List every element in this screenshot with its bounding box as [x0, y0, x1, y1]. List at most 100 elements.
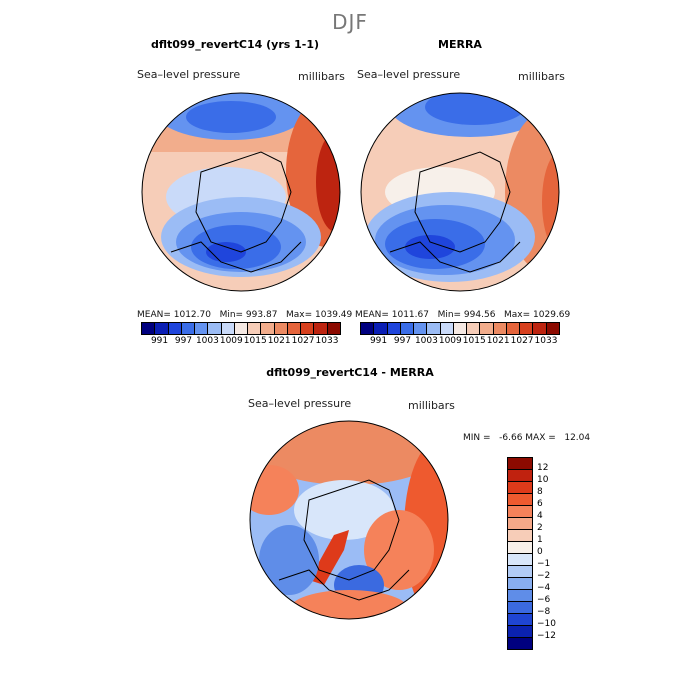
main-title: DJF	[332, 10, 368, 34]
colorbar-tick-label: 997	[174, 336, 193, 346]
colorbar-tick-label: 1021	[486, 336, 510, 346]
colorbar-swatch	[387, 323, 401, 334]
colorbar-tick-label: 4	[537, 511, 543, 521]
diff-units-label: millibars	[408, 399, 455, 412]
colorbar-swatch	[467, 323, 481, 334]
colorbar-swatch	[274, 323, 288, 334]
colorbar-swatch	[508, 602, 532, 614]
colorbar-swatch	[480, 323, 494, 334]
colorbar-tick-label: 1027	[510, 336, 534, 346]
colorbar-swatch	[508, 506, 532, 518]
colorbar-swatch	[440, 323, 454, 334]
colorbar-swatch	[508, 554, 532, 566]
colorbar-tick-label: −10	[537, 619, 556, 629]
colorbar-swatch	[508, 626, 532, 638]
colorbar-tick-label: 10	[537, 475, 549, 485]
colorbar-swatch	[508, 458, 532, 470]
colorbar-tick-label: 6	[537, 499, 543, 509]
panel1-title: dflt099_revertC14 (yrs 1-1)	[150, 38, 320, 51]
panel2-colorbar-ticks: 991 997 1003 1009 1015 1021 1027 1033	[360, 336, 558, 346]
colorbar-tick-label: 1015	[462, 336, 486, 346]
diff-field-label: Sea–level pressure	[248, 397, 352, 410]
colorbar-swatch	[533, 323, 547, 334]
diff-colorbar-ticks: 12 10 8 6 4 2 1 0 −1 −2 −4 −6 −8 −10 −12	[537, 462, 556, 642]
colorbar-tick-label: −8	[537, 607, 551, 617]
colorbar-swatch	[508, 530, 532, 542]
colorbar-tick-label: 12	[537, 463, 549, 473]
diff-title: dflt099_revertC14 - MERRA	[266, 366, 434, 379]
panel1-colorbar-ticks: 991 997 1003 1009 1015 1021 1027 1033	[141, 336, 339, 346]
diff-colorbar	[507, 457, 533, 650]
colorbar-swatch	[508, 614, 532, 626]
colorbar-tick-label: −12	[537, 631, 556, 641]
panel2-min: Min= 994.56	[437, 310, 496, 320]
panel2-field-label: Sea–level pressure	[357, 68, 461, 81]
colorbar-swatch	[248, 323, 262, 334]
colorbar-tick-label: 1009	[219, 336, 243, 346]
colorbar-tick-label: −6	[537, 595, 551, 605]
colorbar-tick-label: 1027	[291, 336, 315, 346]
colorbar-swatch	[221, 323, 235, 334]
colorbar-tick-label: 1033	[315, 336, 339, 346]
colorbar-swatch	[314, 323, 328, 334]
colorbar-tick-label: 1003	[414, 336, 438, 346]
colorbar-swatch	[361, 323, 375, 334]
colorbar-tick-label: 2	[537, 523, 543, 533]
colorbar-swatch	[261, 323, 275, 334]
colorbar-tick-label: 997	[393, 336, 412, 346]
colorbar-swatch	[287, 323, 302, 334]
colorbar-tick-label: 1009	[438, 336, 462, 346]
colorbar-swatch	[181, 323, 196, 334]
panel2-title: MERRA	[438, 38, 482, 51]
colorbar-swatch	[374, 323, 388, 334]
diff-stats: MIN = -6.66 MAX = 12.04	[463, 433, 591, 443]
colorbar-tick-label: 1015	[243, 336, 267, 346]
colorbar-swatch	[195, 323, 209, 334]
colorbar-swatch	[506, 323, 521, 334]
colorbar-tick-label: 1033	[534, 336, 558, 346]
colorbar-swatch	[508, 578, 532, 590]
colorbar-swatch	[493, 323, 507, 334]
colorbar-tick-label: −2	[537, 571, 551, 581]
colorbar-swatch	[508, 518, 532, 530]
colorbar-swatch	[508, 470, 532, 482]
panel2-colorbar	[360, 322, 560, 335]
colorbar-tick-label: −4	[537, 583, 551, 593]
colorbar-swatch	[453, 323, 468, 334]
colorbar-tick-label: 1003	[195, 336, 219, 346]
panel2-mean: MEAN= 1011.67	[355, 310, 429, 320]
colorbar-tick-label: −1	[537, 559, 551, 569]
panel2-units-label: millibars	[518, 70, 565, 83]
colorbar-tick-label: 1021	[267, 336, 291, 346]
panel1-max: Max= 1039.49	[286, 310, 353, 320]
panel2-max: Max= 1029.69	[504, 310, 571, 320]
colorbar-swatch	[520, 323, 534, 334]
panel1-mean: MEAN= 1012.70	[137, 310, 211, 320]
panel1-min: Min= 993.87	[219, 310, 278, 320]
colorbar-swatch	[400, 323, 415, 334]
colorbar-swatch	[546, 323, 559, 334]
diff-map	[249, 420, 449, 620]
colorbar-tick-label: 991	[150, 336, 169, 346]
colorbar-swatch	[508, 482, 532, 494]
panel1-field-label: Sea–level pressure	[137, 68, 241, 81]
colorbar-swatch	[327, 323, 340, 334]
colorbar-swatch	[508, 638, 532, 649]
colorbar-swatch	[234, 323, 249, 334]
panel2-map	[360, 92, 560, 292]
panel1-map	[141, 92, 341, 292]
panel1-colorbar	[141, 322, 341, 335]
colorbar-tick-label: 0	[537, 547, 543, 557]
colorbar-swatch	[414, 323, 428, 334]
colorbar-tick-label: 991	[369, 336, 388, 346]
colorbar-swatch	[301, 323, 315, 334]
colorbar-swatch	[208, 323, 222, 334]
colorbar-swatch	[508, 494, 532, 506]
colorbar-tick-label: 1	[537, 535, 543, 545]
colorbar-swatch	[508, 590, 532, 602]
colorbar-swatch	[168, 323, 182, 334]
colorbar-swatch	[508, 566, 532, 578]
colorbar-swatch	[142, 323, 156, 334]
panel1-units-label: millibars	[298, 70, 345, 83]
colorbar-swatch	[155, 323, 169, 334]
